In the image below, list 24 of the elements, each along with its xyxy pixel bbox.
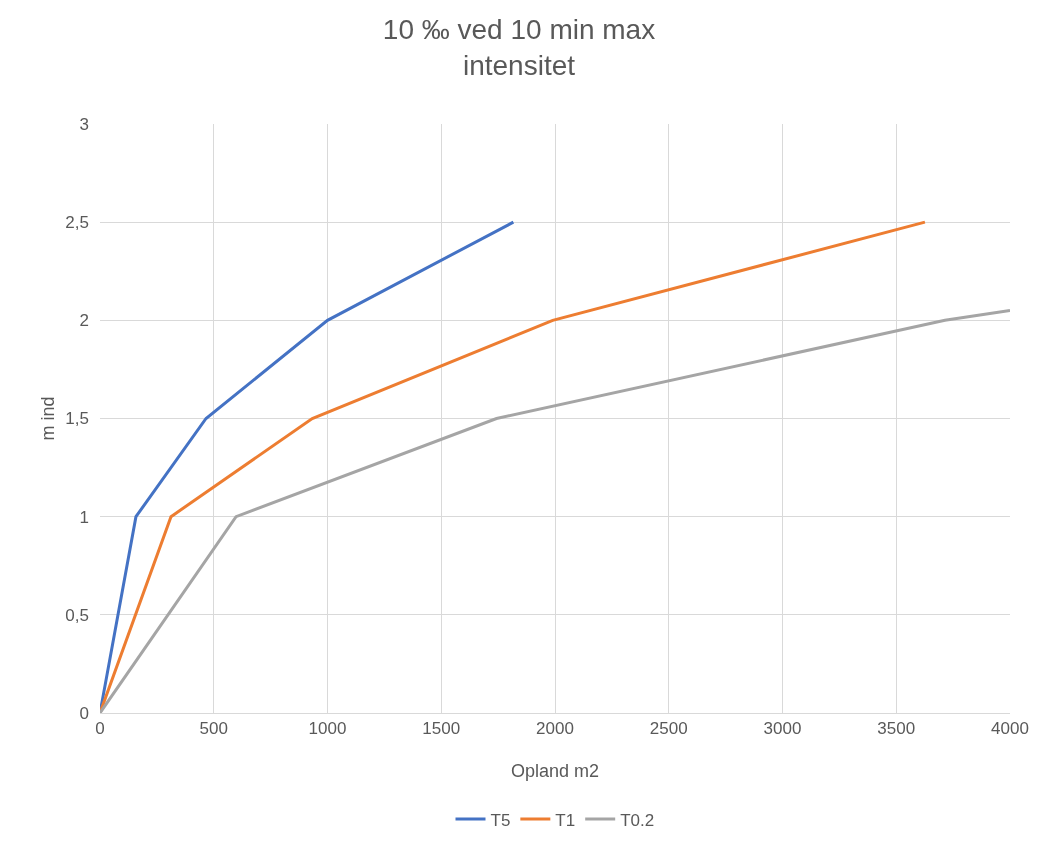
y-tick-label: 0 xyxy=(79,703,89,723)
x-tick-label: 2500 xyxy=(649,719,688,739)
y-tick-label: 0,5 xyxy=(65,605,89,625)
y-tick-label: 1 xyxy=(79,507,89,527)
x-tick-label: 2000 xyxy=(536,719,574,739)
y-tick-label: 2 xyxy=(79,311,89,331)
y-tick-label: 1,5 xyxy=(65,409,89,429)
chart-title: 10 ‰ ved 10 min max intensitet xyxy=(382,13,656,82)
x-tick-label: 0 xyxy=(95,719,105,739)
y-axis-title: m ind xyxy=(38,396,58,441)
x-tick-label: 1500 xyxy=(422,719,461,739)
x-axis-title: Opland m2 xyxy=(510,761,600,781)
y-tick-label: 2,5 xyxy=(65,213,89,233)
legend-label: T5 xyxy=(490,810,511,830)
x-tick-label: 500 xyxy=(199,719,228,739)
x-tick-label: 4000 xyxy=(991,719,1029,739)
legend-label: T0.2 xyxy=(620,810,655,830)
x-tick-label: 3500 xyxy=(877,719,916,739)
x-tick-label: 1000 xyxy=(308,719,347,739)
y-tick-label: 3 xyxy=(79,114,89,134)
line-series xyxy=(100,309,1010,713)
legend-label: T1 xyxy=(555,810,576,830)
line-series xyxy=(100,220,927,713)
x-tick-label: 3000 xyxy=(763,719,802,739)
